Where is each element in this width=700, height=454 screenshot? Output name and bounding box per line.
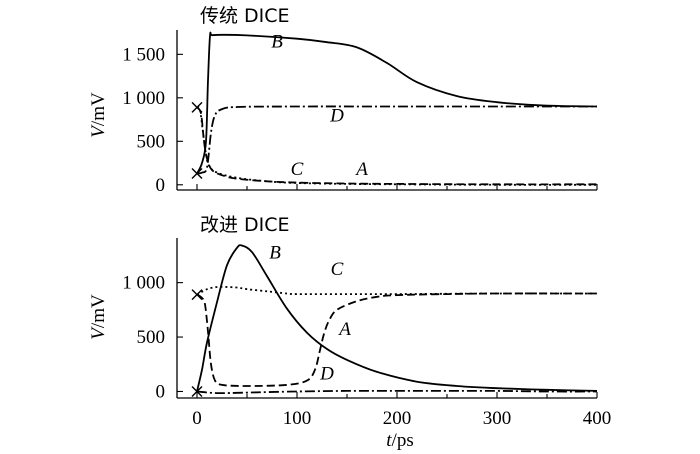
- y-tick-label: 1 000: [122, 273, 165, 294]
- x-tick-label: 100: [283, 408, 312, 429]
- curve-label-D: D: [319, 363, 334, 384]
- series-line-C: [196, 285, 598, 296]
- curve-label-C: C: [291, 159, 304, 180]
- series-line-D: [196, 105, 597, 175]
- panel-title-improved: 改进 DICE: [200, 214, 290, 236]
- x-tick-label: 300: [483, 408, 512, 429]
- x-tick-label: 0: [192, 408, 202, 429]
- series-line-C: [196, 106, 598, 186]
- x-marker: [191, 385, 203, 397]
- series-line-B: [196, 31, 598, 174]
- x-tick-label: 400: [583, 408, 612, 429]
- y-axis-label-top: V/mV: [88, 92, 109, 138]
- x-marker: [191, 167, 203, 179]
- svg-text:V/mV: V/mV: [88, 92, 109, 138]
- series-line-A: [196, 106, 598, 186]
- series-line-D: [196, 389, 598, 395]
- y-tick-label: 500: [137, 327, 166, 348]
- curve-label-B: B: [271, 31, 283, 52]
- y-tick-label: 500: [137, 131, 166, 152]
- x-tick-label: 200: [383, 408, 412, 429]
- y-axis-label-bottom: V/mV: [88, 294, 109, 340]
- curve-label-D: D: [329, 105, 344, 126]
- y-tick-label: 1 500: [122, 44, 165, 65]
- series-line-A: [196, 292, 598, 387]
- series-line-B: [196, 244, 598, 392]
- y-tick-label: 0: [156, 175, 166, 196]
- panel-traditional-dice: 传统 DICE V/mV 0 500 1 000 1 500 B D C A: [88, 5, 598, 196]
- panel-improved-dice: 改进 DICE V/mV t/ps 0 500 1 000 0 100 200 300 400…: [88, 214, 611, 451]
- panel-title-traditional: 传统 DICE: [200, 5, 290, 27]
- curve-label-B: B: [269, 243, 281, 264]
- curve-label-A: A: [337, 319, 351, 340]
- svg-text:t/ps: t/ps: [386, 430, 413, 451]
- svg-text:V/mV: V/mV: [88, 294, 109, 340]
- x-marker: [191, 101, 203, 113]
- curve-label-A: A: [354, 159, 368, 180]
- y-tick-label: 1 000: [122, 88, 165, 109]
- x-marker: [191, 289, 203, 301]
- y-tick-label: 0: [156, 381, 166, 402]
- curve-label-C: C: [331, 259, 344, 280]
- x-axis-label: t/ps: [386, 430, 413, 451]
